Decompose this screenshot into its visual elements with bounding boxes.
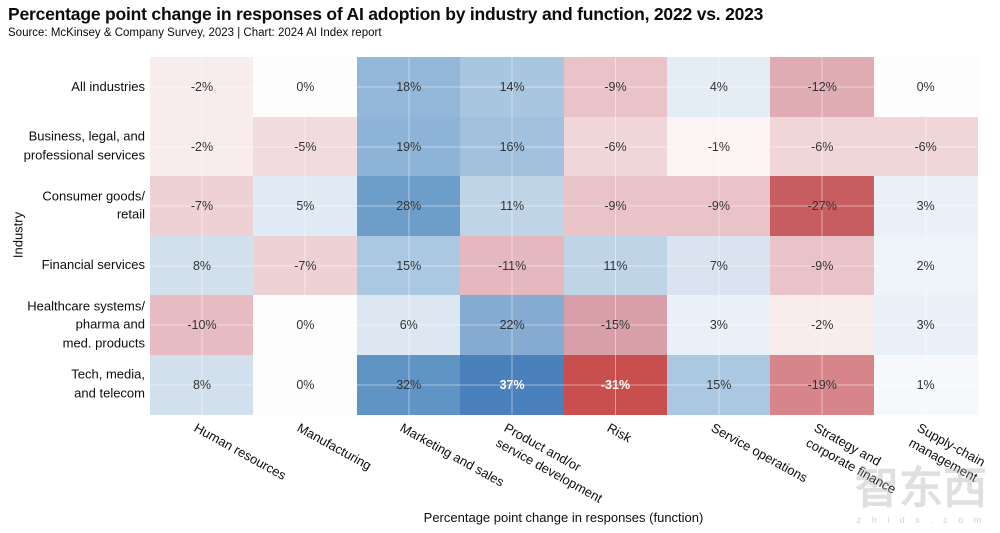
heatmap-cell: 11% [563,235,668,296]
row-label: Financial services [41,257,145,273]
heatmap-cell: -9% [563,176,668,237]
heatmap-cell: -7% [150,176,254,237]
heatmap-cell: 5% [253,176,358,237]
column-label: Marketing and sales [398,420,508,490]
chart-title: Percentage point change in responses of … [8,4,764,24]
heatmap-cell: 3% [873,176,978,237]
row-label: All industries [71,78,145,94]
heatmap-cell: 11% [460,176,565,237]
heatmap-cell: 28% [356,176,461,237]
column-label: Supply-chain management [906,420,989,485]
heatmap-cell: 2% [873,235,978,296]
column-label: Manufacturing [294,420,375,474]
column-label: Strategy and corporate finance [803,420,899,497]
heatmap-cell: 14% [460,57,565,118]
heatmap-cell: 3% [666,295,771,356]
heatmap-cell: 19% [356,116,461,177]
heatmap-cell: -9% [666,176,771,237]
heatmap-cell: 0% [873,57,978,118]
y-axis-label: Industry [10,211,26,259]
heatmap-cell: 0% [253,57,358,118]
heatmap-cell: -2% [150,116,254,177]
heatmap-cell: -15% [563,295,668,356]
heatmap-cell: -5% [253,116,358,177]
heatmap-cell: -6% [563,116,668,177]
heatmap-cell: -19% [770,354,875,415]
row-label: Consumer goods/ retail [42,188,145,222]
heatmap-cell: -9% [563,57,668,118]
column-label: Risk [604,420,635,446]
heatmap-cell: 1% [873,354,978,415]
row-label: Healthcare systems/ pharma and med. prod… [27,298,145,350]
column-label: Human resources [191,420,289,483]
heatmap-cell: -1% [666,116,771,177]
heatmap-cell: -2% [150,57,254,118]
heatmap-cell: 0% [253,354,358,415]
heatmap-cell: 4% [666,57,771,118]
heatmap-cell: 22% [460,295,565,356]
heatmap-cell: 8% [150,354,254,415]
heatmap-cell: -2% [770,295,875,356]
heatmap-cell: 16% [460,116,565,177]
heatmap-cell: 8% [150,235,254,296]
heatmap-cell: -31% [563,354,668,415]
column-label: Service operations [708,420,810,486]
heatmap-cell: 15% [356,235,461,296]
row-label: Tech, media, and telecom [71,366,145,401]
heatmap-cell: -6% [873,116,978,177]
heatmap-cell: -10% [150,295,254,356]
heatmap-cell: -12% [770,57,875,118]
heatmap-cell: 7% [666,235,771,296]
heatmap-cell: -7% [253,235,358,296]
heatmap-cell: 6% [356,295,461,356]
heatmap-cell: 32% [356,354,461,415]
column-label: Product and/or service development [493,420,605,506]
heatmap-cell: 0% [253,295,358,356]
heatmap-cell: 3% [873,295,978,356]
heatmap-cell: -11% [460,235,565,296]
heatmap-cell: -6% [770,116,875,177]
row-label: Business, legal, and professional servic… [23,128,145,163]
heatmap-cell: -27% [770,176,875,237]
heatmap-cell: 18% [356,57,461,118]
heatmap-cell: 15% [666,354,771,415]
heatmap-cell: -9% [770,235,875,296]
heatmap-cell: 37% [460,354,565,415]
x-axis-label: Percentage point change in responses (fu… [423,510,704,525]
chart-source: Source: McKinsey & Company Survey, 2023 … [8,27,382,39]
